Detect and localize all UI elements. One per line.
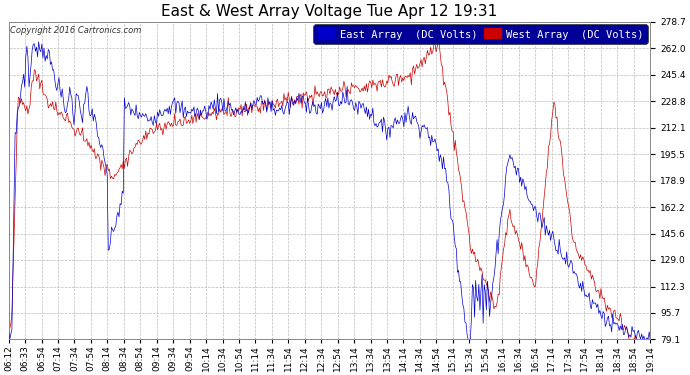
Legend: East Array  (DC Volts), West Array  (DC Volts): East Array (DC Volts), West Array (DC Vo… [313,24,648,44]
Title: East & West Array Voltage Tue Apr 12 19:31: East & West Array Voltage Tue Apr 12 19:… [161,4,497,19]
Text: Copyright 2016 Cartronics.com: Copyright 2016 Cartronics.com [10,27,141,36]
